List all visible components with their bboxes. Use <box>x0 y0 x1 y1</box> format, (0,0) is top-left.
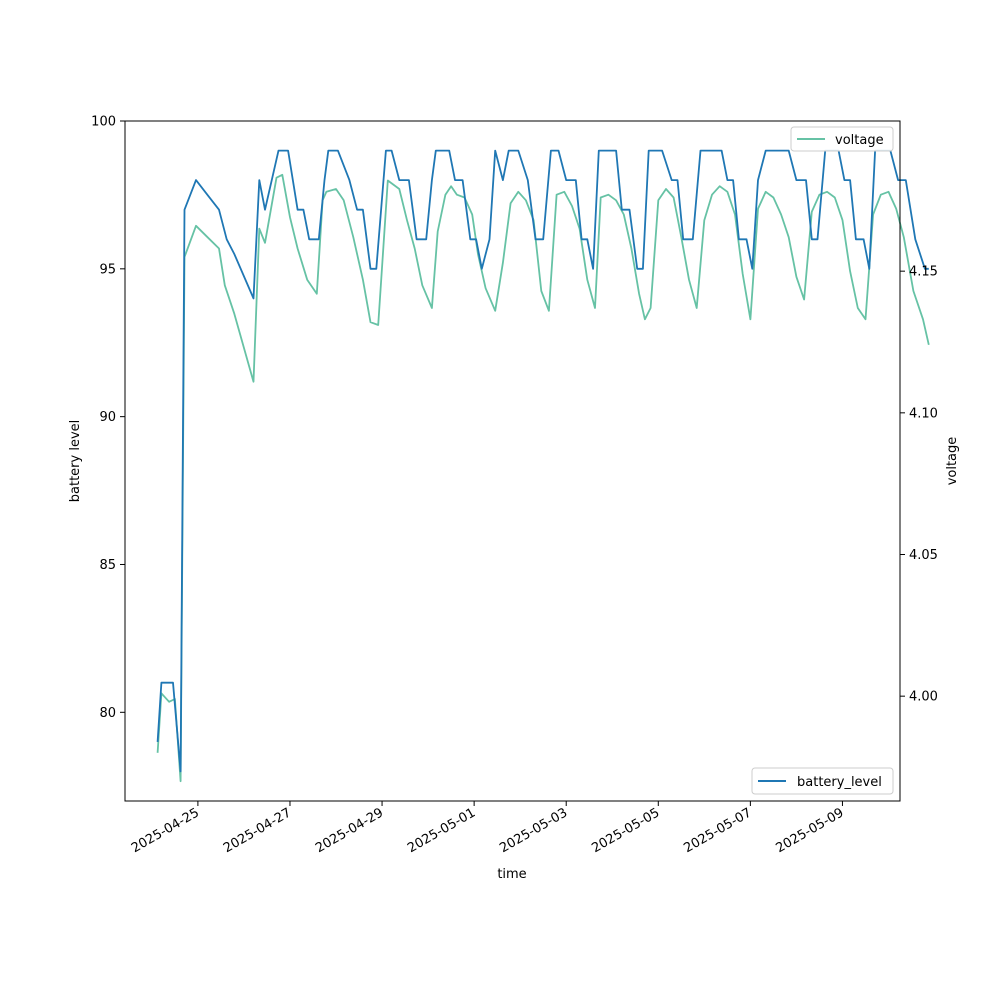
plot-lines <box>156 149 930 783</box>
y-axis-label-left: battery level <box>68 420 83 503</box>
y-tick-label-left: 100 <box>91 115 116 130</box>
x-tick-label: 2025-05-05 <box>589 805 662 856</box>
y-axis-label-right: voltage <box>945 437 960 486</box>
y-tick-label-left: 95 <box>99 262 116 277</box>
legend-voltage-label: voltage <box>835 133 884 148</box>
y-tick-label-right: 4.10 <box>909 406 938 421</box>
series-line-battery-level <box>156 149 929 773</box>
legend-battery-level: battery_level <box>751 767 894 795</box>
y-tick-label-left: 80 <box>99 706 116 721</box>
x-axis: 2025-04-25 2025-04-27 2025-04-29 2025-05-01… <box>129 801 846 856</box>
y-tick-label-right: 4.00 <box>909 690 938 705</box>
y-tick-label-right: 4.15 <box>909 265 938 280</box>
legend-battery-level-box <box>751 767 894 795</box>
x-tick-label: 2025-05-01 <box>405 805 478 856</box>
legend-battery-level-label: battery_level <box>797 775 882 790</box>
legend-voltage: voltage <box>790 126 894 152</box>
y-axis-right: 4.00 4.05 4.10 4.15 <box>900 265 938 705</box>
legend-voltage-box <box>790 126 894 152</box>
y-tick-label-right: 4.05 <box>909 548 938 563</box>
y-axis-left: 80 85 90 95 100 <box>91 115 125 721</box>
x-tick-label: 2025-05-03 <box>497 805 570 856</box>
plot-frame <box>124 120 901 802</box>
series-line-voltage <box>156 173 930 783</box>
x-axis-label: time <box>497 867 526 882</box>
y-tick-label-left: 90 <box>99 410 116 425</box>
x-tick-label: 2025-04-25 <box>129 805 202 856</box>
x-tick-label: 2025-04-27 <box>221 805 294 856</box>
x-tick-label: 2025-04-29 <box>313 805 386 856</box>
y-tick-label-left: 85 <box>99 558 116 573</box>
x-tick-label: 2025-05-09 <box>774 805 847 856</box>
x-tick-label: 2025-05-07 <box>681 805 754 856</box>
